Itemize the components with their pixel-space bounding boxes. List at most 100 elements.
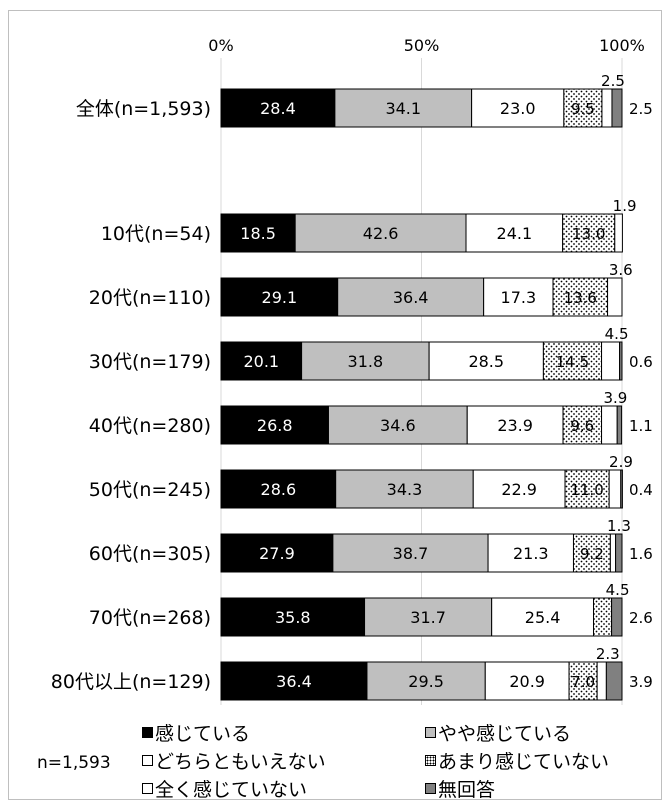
category-label: 10代(n=54) xyxy=(101,223,211,245)
bar-segment xyxy=(483,277,554,317)
data-label: 20.1 xyxy=(243,352,279,371)
category-label: 40代(n=280) xyxy=(89,415,211,437)
data-label: 9.6 xyxy=(570,417,594,435)
data-label-right: 3.9 xyxy=(629,673,653,691)
bar-segment xyxy=(220,277,339,317)
data-label-above: 4.5 xyxy=(605,325,629,343)
data-label: 29.1 xyxy=(262,288,298,307)
bar-segment xyxy=(608,469,622,509)
bar-segment xyxy=(220,533,334,573)
bar-segment xyxy=(564,469,610,509)
bar-segment xyxy=(601,341,621,381)
data-label-above: 2.9 xyxy=(609,453,633,471)
bar-segment xyxy=(334,88,473,128)
bar-segment xyxy=(337,277,485,317)
category-label: 全体(n=1,593) xyxy=(76,98,211,120)
bar-segment xyxy=(562,213,616,253)
bar-segment xyxy=(596,661,607,701)
bar-segment xyxy=(428,341,544,381)
data-label: 35.8 xyxy=(275,608,311,627)
category-label: 50代(n=245) xyxy=(89,479,211,501)
x-tick-label: 0% xyxy=(208,36,233,55)
bar-segment xyxy=(601,405,618,445)
category-label: 80代以上(n=129) xyxy=(51,671,211,693)
data-label: 29.5 xyxy=(408,672,444,691)
data-label: 22.9 xyxy=(501,480,537,499)
data-label: 42.6 xyxy=(363,224,399,243)
bar-segment xyxy=(605,661,623,701)
bar-segment xyxy=(220,341,303,381)
x-tick-label: 50% xyxy=(404,36,440,55)
bar-segment xyxy=(562,405,603,445)
data-label: 17.3 xyxy=(501,288,537,307)
data-label: 18.5 xyxy=(240,224,276,243)
bar-segment xyxy=(220,469,337,509)
bar-segment xyxy=(364,597,493,637)
bar-segment xyxy=(552,277,609,317)
bar-segment xyxy=(620,469,623,509)
data-label: 28.4 xyxy=(260,99,296,118)
data-label: 21.3 xyxy=(513,544,549,563)
bar-segment xyxy=(619,341,623,381)
data-label: 34.1 xyxy=(385,99,421,118)
data-label-right: 1.1 xyxy=(629,417,653,435)
data-label: 24.1 xyxy=(497,224,533,243)
bar-segment xyxy=(471,88,565,128)
bar-segment xyxy=(335,469,474,509)
bar-segment xyxy=(601,88,613,128)
data-label-above: 1.3 xyxy=(607,517,631,535)
bar-segment xyxy=(572,533,611,573)
bar-segment xyxy=(472,469,566,509)
data-label: 20.9 xyxy=(509,672,545,691)
data-label: 25.4 xyxy=(525,608,561,627)
data-label-right: 2.6 xyxy=(629,609,653,627)
data-label: 23.0 xyxy=(500,99,536,118)
data-label: 31.8 xyxy=(348,352,384,371)
category-label: 70代(n=268) xyxy=(89,607,211,629)
bar-segment xyxy=(615,533,623,573)
data-label-right: 0.4 xyxy=(629,481,653,499)
bar-segment xyxy=(220,405,329,445)
data-label: 34.3 xyxy=(387,480,423,499)
data-label: 36.4 xyxy=(276,672,312,691)
bar-segment xyxy=(220,597,366,637)
category-label: 30代(n=179) xyxy=(89,351,211,373)
data-label-right: 0.6 xyxy=(629,353,653,371)
data-label: 14.5 xyxy=(556,353,589,371)
data-label: 28.5 xyxy=(468,352,504,371)
category-label: 60代(n=305) xyxy=(89,543,211,565)
bar-segment xyxy=(327,405,468,445)
bar-segment xyxy=(607,277,623,317)
bar-segment xyxy=(294,213,467,253)
data-label: 31.7 xyxy=(410,608,446,627)
data-label: 9.2 xyxy=(580,545,604,563)
bar-segment xyxy=(542,341,603,381)
x-tick-label: 100% xyxy=(599,36,645,55)
data-label-above: 4.5 xyxy=(606,581,630,599)
data-label: 28.6 xyxy=(261,480,297,499)
data-label-above: 2.3 xyxy=(596,645,620,663)
data-label-right: 2.5 xyxy=(629,100,653,118)
bar-segment xyxy=(611,597,623,637)
data-label: 36.4 xyxy=(393,288,429,307)
data-label-above: 3.9 xyxy=(603,389,627,407)
bar-segment xyxy=(593,597,613,637)
bar-segment xyxy=(563,88,603,128)
data-label-above: 2.5 xyxy=(601,72,625,90)
bar-segment xyxy=(609,533,617,573)
bar-segment xyxy=(301,341,430,381)
bar-segment xyxy=(220,88,336,128)
data-label: 27.9 xyxy=(259,544,295,563)
bar-segment xyxy=(616,405,623,445)
data-label: 13.0 xyxy=(572,225,605,243)
data-label: 7.0 xyxy=(571,673,595,691)
bar-segment xyxy=(220,661,368,701)
bar-segment xyxy=(484,661,570,701)
bar-segment xyxy=(614,213,623,253)
data-label-above: 1.9 xyxy=(613,197,637,215)
bar-segment xyxy=(465,213,564,253)
data-label-right: 1.6 xyxy=(629,545,653,563)
data-label: 11.0 xyxy=(570,481,603,499)
data-label: 26.8 xyxy=(257,416,293,435)
